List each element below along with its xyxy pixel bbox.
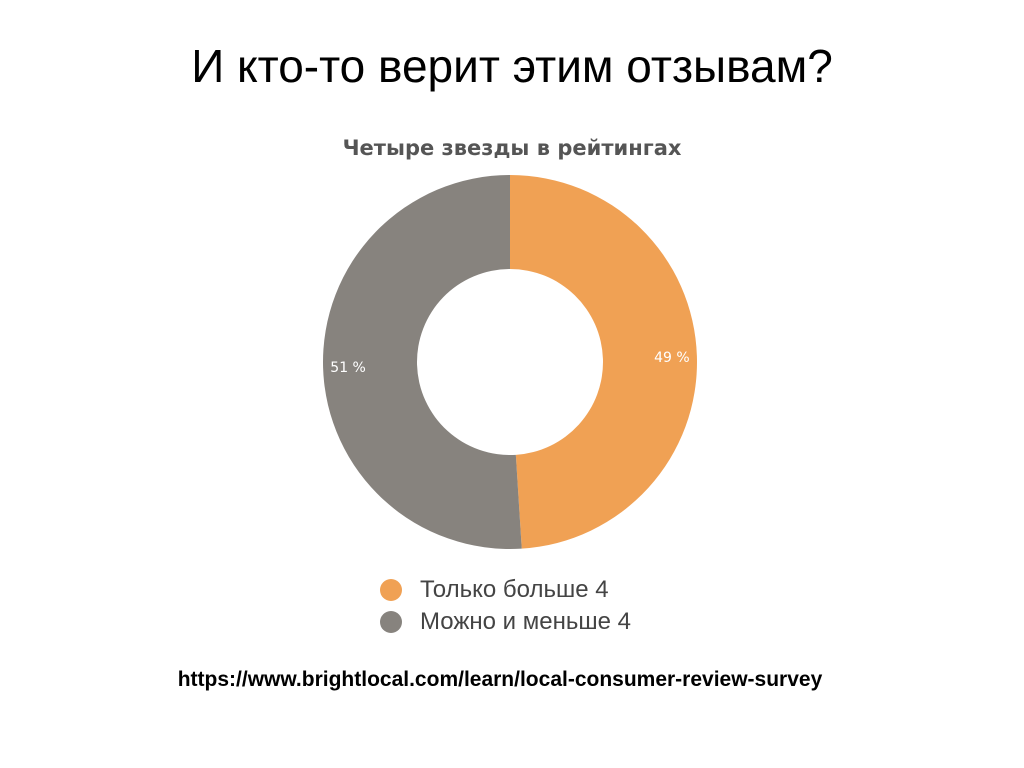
legend-swatch-icon (380, 579, 402, 601)
legend-item: Только больше 4 (380, 574, 631, 606)
legend-label: Можно и меньше 4 (420, 608, 631, 635)
slice-value-label: 49 % (654, 350, 690, 366)
legend-item: Можно и меньше 4 (380, 606, 631, 638)
donut-slice (510, 175, 697, 549)
donut-slice (322, 175, 522, 549)
legend-label: Только больше 4 (420, 576, 609, 603)
slide-title: И кто-то верит этим отзывам? (191, 40, 833, 92)
slice-value-label: 51 % (330, 360, 366, 376)
chart-title: Четыре звезды в рейтингах (342, 136, 682, 160)
donut-chart: 49 % 51 % (322, 175, 697, 549)
chart-legend: Только больше 4 Можно и меньше 4 (380, 574, 631, 638)
source-link[interactable]: https://www.brightlocal.com/learn/local-… (177, 668, 823, 691)
legend-swatch-icon (380, 611, 402, 633)
